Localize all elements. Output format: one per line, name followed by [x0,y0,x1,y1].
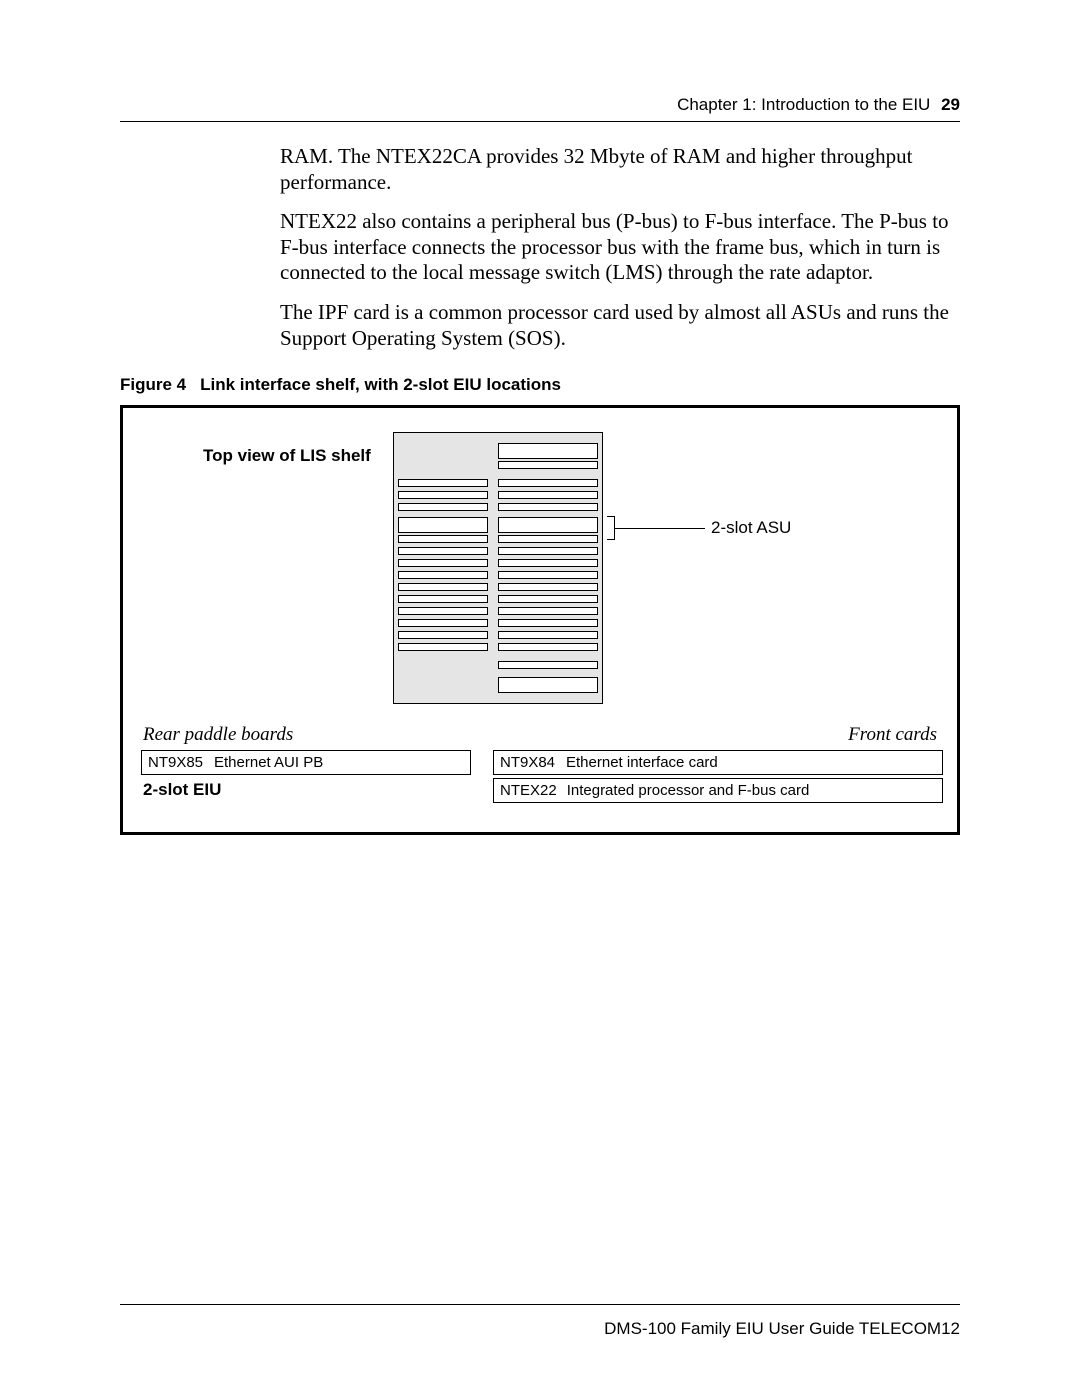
shelf-slot [498,607,598,615]
figure-title: Link interface shelf, with 2-slot EIU lo… [200,375,561,394]
shelf-slot [398,619,488,627]
rear-card-row: NT9X85 Ethernet AUI PB [141,750,471,775]
paragraph: The IPF card is a common processor card … [280,300,960,351]
page-number: 29 [941,95,960,114]
body-column: RAM. The NTEX22CA provides 32 Mbyte of R… [280,144,960,351]
shelf-slot [398,559,488,567]
shelf-title: Top view of LIS shelf [203,446,371,466]
shelf-slot [498,583,598,591]
shelf-slot [498,559,598,567]
figure-number: Figure 4 [120,375,186,394]
shelf-slot [498,491,598,499]
shelf-slot [398,583,488,591]
shelf-slot [498,461,598,469]
shelf-slot [398,479,488,487]
shelf-slot [498,631,598,639]
card-code: NT9X85 [148,754,204,771]
shelf-slot [398,517,488,533]
shelf-slot [498,643,598,651]
callout-leader [615,528,705,529]
shelf-slot [398,571,488,579]
footer-text: DMS-100 Family EIU User Guide TELECOM12 [604,1319,960,1339]
shelf-slot [398,643,488,651]
callout-label: 2-slot ASU [711,518,791,538]
card-code: NT9X84 [500,754,556,771]
shelf-slot [498,517,598,533]
shelf-slot [398,535,488,543]
card-desc: Ethernet AUI PB [214,754,323,771]
front-card-row: NTEX22 Integrated processor and F-bus ca… [493,778,943,803]
figure-caption: Figure 4 Link interface shelf, with 2-slo… [120,375,960,395]
shelf-slot [498,677,598,693]
shelf-slot [398,547,488,555]
card-desc: Ethernet interface card [566,754,718,771]
shelf-slot [498,535,598,543]
footer-rule [120,1304,960,1305]
header-rule [120,121,960,122]
running-header: Chapter 1: Introduction to the EIU 29 [120,95,960,115]
shelf-slot [398,595,488,603]
shelf-slot [498,503,598,511]
front-label: Front cards [848,724,937,746]
shelf-slot [398,607,488,615]
card-desc: Integrated processor and F-bus card [567,782,810,799]
paragraph: RAM. The NTEX22CA provides 32 Mbyte of R… [280,144,960,195]
paragraph: NTEX22 also contains a peripheral bus (P… [280,209,960,286]
shelf-slot [398,631,488,639]
callout-bracket [607,516,615,540]
figure-box: Top view of LIS shelf 2-slot ASU Rear pa… [120,405,960,835]
shelf-slot [398,491,488,499]
front-card-row: NT9X84 Ethernet interface card [493,750,943,775]
page: Chapter 1: Introduction to the EIU 29 RA… [0,0,1080,1397]
shelf-slot [498,547,598,555]
shelf-slot [498,443,598,459]
rear-label: Rear paddle boards [143,724,293,746]
shelf-slot [498,595,598,603]
shelf-slot [398,503,488,511]
chapter-title: Chapter 1: Introduction to the EIU [677,95,930,114]
shelf-slot [498,571,598,579]
card-code: NTEX22 [500,782,557,799]
shelf-slot [498,619,598,627]
shelf-slot [498,479,598,487]
shelf-slot [498,661,598,669]
slot-label: 2-slot EIU [143,780,221,800]
shelf-diagram [393,432,603,704]
